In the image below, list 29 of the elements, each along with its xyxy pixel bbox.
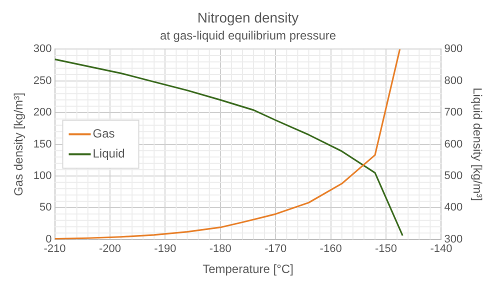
y2-tick-label: 300 — [444, 233, 463, 246]
chart-title: Nitrogen density — [197, 9, 299, 26]
y2-axis-title: Liquid density [kg/m³] — [470, 88, 484, 201]
y-tick-label: 0 — [46, 233, 52, 246]
y2-tick-label: 700 — [444, 106, 463, 119]
x-tick-label: -150 — [375, 243, 398, 256]
y-tick-label: 300 — [33, 43, 52, 56]
x-tick-label: -140 — [430, 243, 452, 256]
y-tick-label: 250 — [33, 74, 52, 87]
y-tick-label: 100 — [33, 170, 52, 182]
x-tick-label: -210 — [44, 243, 66, 256]
x-tick-label: -170 — [264, 243, 287, 256]
y-tick-label: 200 — [33, 106, 52, 119]
y-tick-label: 150 — [33, 138, 52, 150]
x-tick-label: -180 — [209, 243, 232, 256]
y2-tick-label: 600 — [444, 138, 463, 150]
y-axis-title: Gas density [kg/m³] — [12, 92, 26, 196]
y2-tick-label: 500 — [444, 170, 463, 182]
y2-tick-label: 900 — [444, 43, 463, 56]
y2-tick-label: 400 — [444, 202, 463, 214]
legend-label: Gas — [92, 126, 115, 141]
y2-tick-label: 800 — [444, 74, 463, 87]
x-tick-label: -190 — [154, 243, 176, 256]
x-tick-label: -200 — [98, 243, 121, 256]
x-axis-title: Temperature [°C] — [202, 262, 294, 276]
chart-subtitle: at gas-liquid equilibrium pressure — [160, 28, 336, 42]
x-tick-label: -160 — [320, 243, 342, 256]
y-tick-label: 50 — [40, 202, 52, 214]
legend-label: Liquid — [92, 146, 125, 161]
